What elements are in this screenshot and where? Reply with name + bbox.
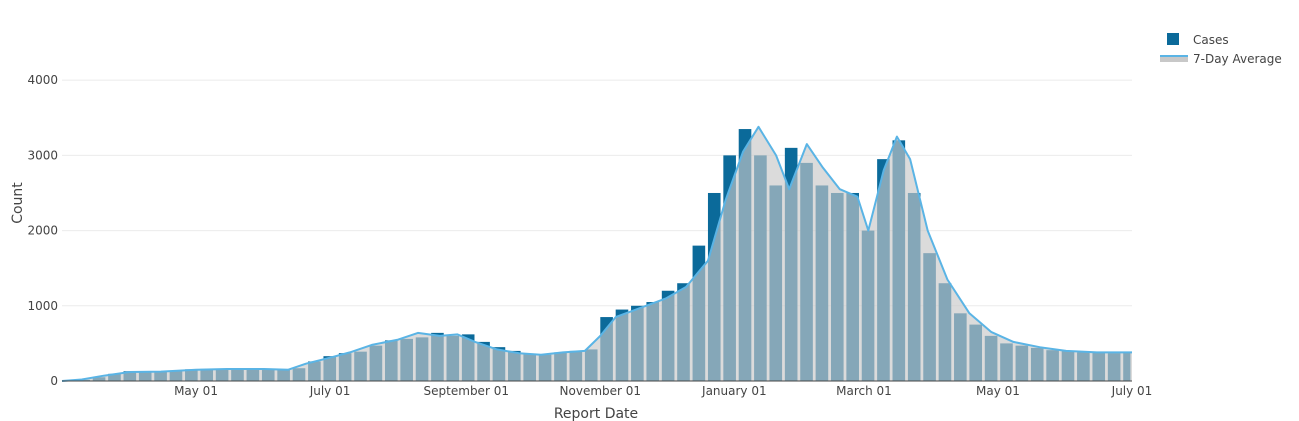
y-tick-label: 2000 <box>27 224 58 238</box>
x-tick-label: January 01 <box>701 384 767 398</box>
seven-day-average-area <box>61 125 1132 382</box>
x-tick-label: July 01 <box>1111 384 1153 398</box>
y-tick-label: 0 <box>50 374 58 388</box>
y-tick-label: 1000 <box>27 299 58 313</box>
legend-cases-label: Cases <box>1193 33 1229 47</box>
legend-cases-swatch <box>1167 33 1179 45</box>
legend-average-label: 7-Day Average <box>1193 52 1282 66</box>
x-tick-label: September 01 <box>424 384 509 398</box>
y-tick-label: 3000 <box>27 148 58 162</box>
y-tick-label: 4000 <box>27 73 58 87</box>
legend-average-swatch-fill <box>1160 55 1188 62</box>
axes: 0 1000 2000 3000 4000 May 01 July 01 September … <box>27 73 1152 398</box>
x-tick-label: May 01 <box>976 384 1020 398</box>
x-axis-title: Report Date <box>554 406 638 421</box>
legend[interactable]: Cases 7-Day Average <box>1160 33 1282 66</box>
x-tick-label: May 01 <box>174 384 218 398</box>
x-tick-label: July 01 <box>309 384 351 398</box>
average-line <box>61 125 1132 382</box>
x-tick-label: November 01 <box>560 384 642 398</box>
average-fill <box>62 126 1132 381</box>
x-tick-label: March 01 <box>836 384 892 398</box>
gridlines <box>62 79 1132 307</box>
y-axis-title: Count <box>10 182 26 224</box>
